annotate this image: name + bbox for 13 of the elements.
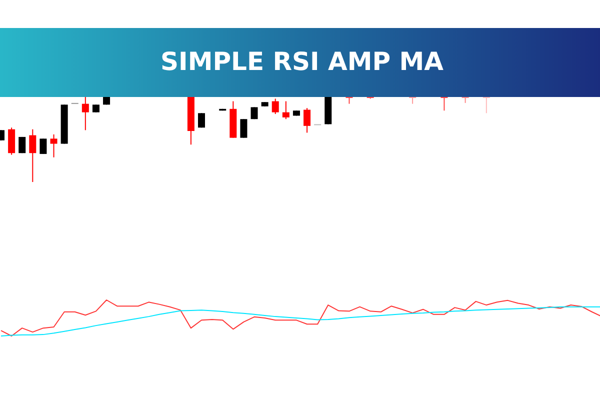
candlestick <box>304 108 311 134</box>
candlestick <box>40 138 47 154</box>
candlestick <box>272 98 279 114</box>
candlestick <box>50 134 58 158</box>
candlestick <box>29 128 36 182</box>
candlestick <box>282 100 290 120</box>
candlestick <box>8 127 16 156</box>
candlestick <box>82 96 89 131</box>
candlestick <box>198 112 205 128</box>
chart-title: SIMPLE RSI AMP MA <box>160 47 444 76</box>
candlestick <box>482 96 490 114</box>
candlestick <box>440 96 448 112</box>
candlestick <box>240 118 248 138</box>
